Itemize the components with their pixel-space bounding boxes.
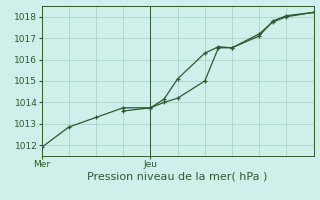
- X-axis label: Pression niveau de la mer( hPa ): Pression niveau de la mer( hPa ): [87, 172, 268, 182]
